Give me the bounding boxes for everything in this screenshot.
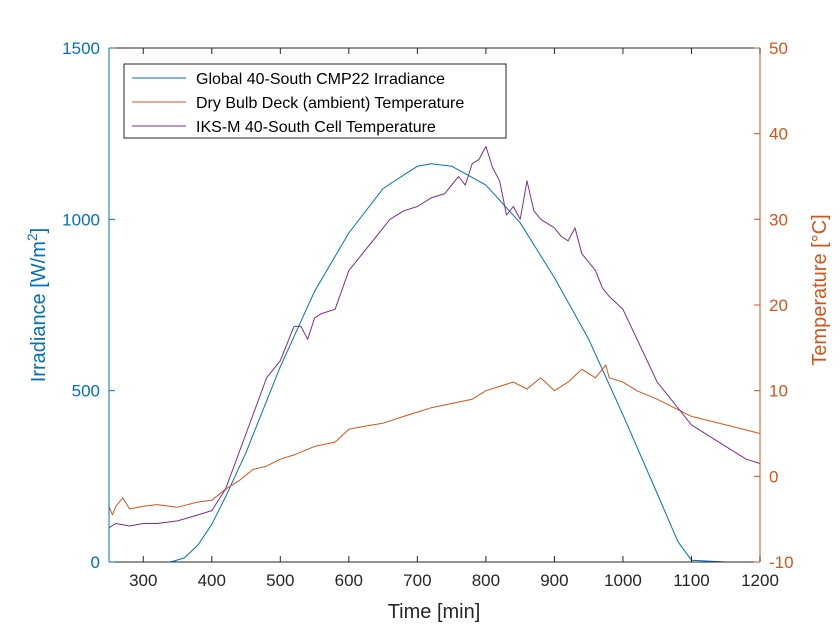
x-tick-label: 1200 <box>741 571 779 590</box>
y-axis-label-left-end: ] <box>28 228 50 234</box>
series-layer <box>108 146 761 563</box>
x-tick-label: 500 <box>266 571 294 590</box>
y-right-tick-label: 30 <box>769 210 788 229</box>
axes-layer: 300 400 500 600 700 800 900 1000 1100 12000500100… <box>62 39 793 590</box>
x-tick-label: 700 <box>403 571 431 590</box>
y-right-tick-label: 10 <box>769 382 788 401</box>
y-right-tick-label: 0 <box>769 467 778 486</box>
x-tick-label: 600 <box>335 571 363 590</box>
y-left-tick-label: 0 <box>91 553 100 572</box>
y-right-tick-label: 20 <box>769 296 788 315</box>
x-tick-label: 800 <box>472 571 500 590</box>
y-left-tick-label: 1000 <box>62 210 100 229</box>
x-tick-label: 1100 <box>673 571 710 590</box>
legend-box <box>123 63 507 139</box>
y-axis-label-left: Irradiance [W/m2] <box>24 228 50 383</box>
y-left-tick-label: 500 <box>72 382 100 401</box>
series-line-0 <box>109 163 760 563</box>
series-line-1 <box>108 364 761 516</box>
x-tick-label: 900 <box>540 571 568 590</box>
x-tick-label: 1000 <box>604 571 642 590</box>
y-right-tick-label: -10 <box>769 553 794 572</box>
y-left-tick-label: 1500 <box>62 39 100 58</box>
legend-entry-2: IKS-M 40-South Cell Temperature <box>196 119 436 136</box>
y-axis-label-left-text: Irradiance [W/m <box>28 241 50 382</box>
legend-entry-0: Global 40-South CMP22 Irradiance <box>196 71 445 88</box>
legend: Global 40-South CMP22 Irradiance Dry Bulb… <box>123 63 507 139</box>
x-tick-label: 400 <box>198 571 226 590</box>
y-axis-label-right: Temperature [°C] <box>809 214 831 365</box>
y-right-tick-label: 50 <box>769 39 788 58</box>
y-right-tick-label: 40 <box>769 125 788 144</box>
y-axis-label-left-sup: 2 <box>24 233 40 241</box>
x-axis-label: Time [min] <box>388 601 481 623</box>
x-tick-label: 300 <box>129 571 157 590</box>
legend-entry-1: Dry Bulb Deck (ambient) Temperature <box>196 95 464 112</box>
series-line-2 <box>108 146 761 529</box>
